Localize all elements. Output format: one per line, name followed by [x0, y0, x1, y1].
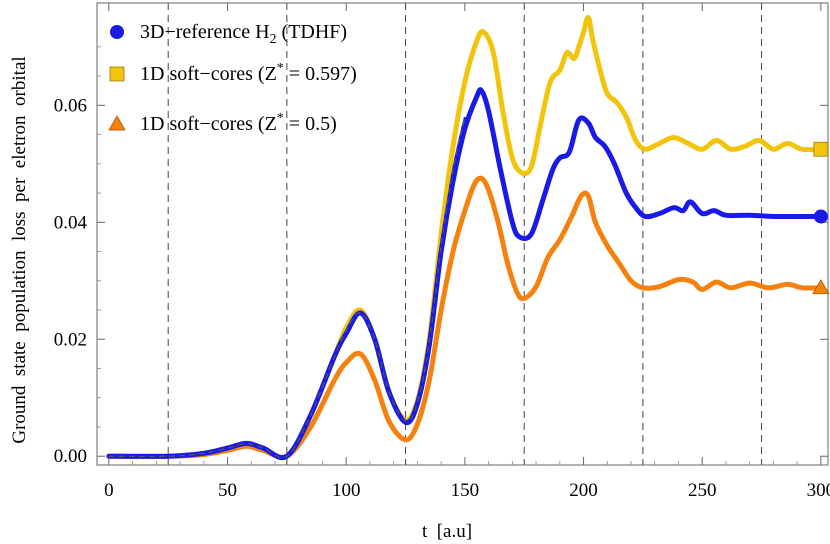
x-tick-label: 0 — [104, 480, 114, 501]
legend-marker-blue — [110, 25, 124, 39]
end-marker-orange — [812, 279, 830, 295]
legend-marker-orange — [108, 115, 126, 131]
vertical-reference-lines — [167, 3, 763, 465]
x-tick-label: 150 — [451, 480, 480, 501]
y-tick-label: 0.04 — [54, 212, 88, 233]
series-line-orange — [106, 175, 824, 460]
legend: 3D−reference H2 (TDHF) 1D soft−cores (Z* … — [108, 21, 357, 135]
legend-label-blue: 3D−reference H2 (TDHF) — [140, 21, 347, 47]
x-tick-label: 50 — [218, 480, 237, 501]
end-marker-blue — [813, 209, 828, 224]
axis-ticks: 0 50 100 150 200 250 300 0.00 0.02 0.04 0.06 — [54, 3, 830, 501]
y-tick-label: 0.02 — [54, 329, 87, 350]
x-axis-title: t [a.u] — [422, 521, 472, 542]
plot-frame-rect — [96, 2, 829, 466]
x-tick-label: 200 — [569, 480, 598, 501]
x-tick-label: 300 — [807, 480, 830, 501]
x-tick-label: 100 — [332, 480, 361, 501]
series-line-dashed-overlay — [108, 116, 466, 459]
y-tick-label: 0.06 — [54, 95, 87, 116]
end-marker-yellow — [813, 141, 829, 157]
series-lines — [106, 15, 824, 461]
x-tick-label: 250 — [688, 480, 717, 501]
legend-label-orange: 1D soft−cores (Z* = 0.5) — [140, 111, 337, 135]
y-axis-title: Ground state population loss per eletron… — [9, 56, 30, 443]
series-line-yellow — [106, 15, 824, 461]
legend-marker-yellow — [109, 66, 125, 82]
plot-frame — [96, 2, 829, 466]
legend-label-yellow: 1D soft−cores (Z* = 0.597) — [140, 61, 357, 85]
end-markers — [812, 141, 830, 295]
y-tick-label: 0.00 — [54, 446, 87, 467]
